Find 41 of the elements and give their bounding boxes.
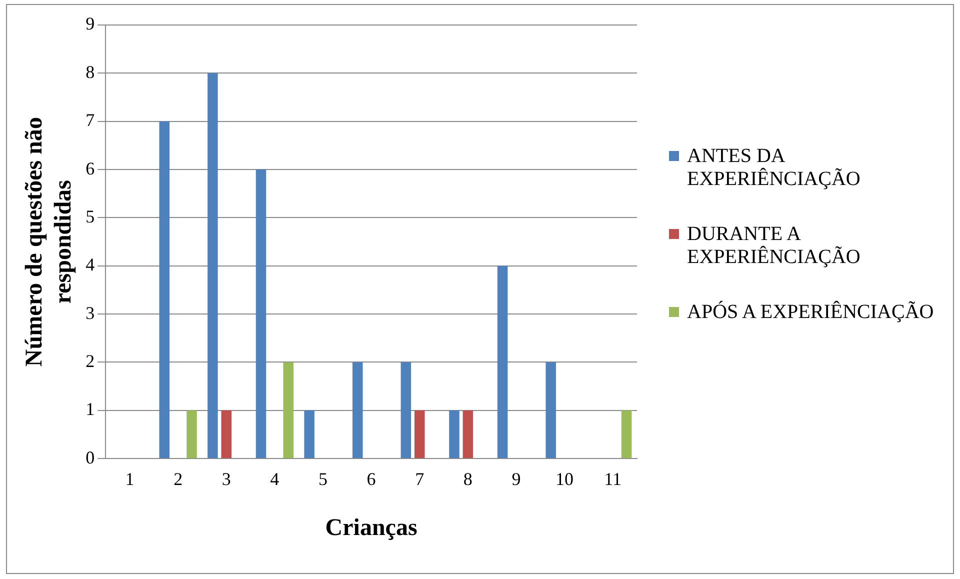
legend-label: ANTES DA EXPERIÊNCIAÇÃO [687,145,862,191]
bar [208,73,218,458]
y-tick-label: 1 [86,399,95,420]
y-tick-label: 0 [86,447,95,468]
bar [221,410,232,458]
bar [159,121,170,458]
y-tick-label: 7 [86,110,95,130]
y-tick-label: 3 [86,302,95,323]
bar [400,362,412,458]
y-tick-label: 4 [86,254,95,275]
x-tick-label: 11 [604,469,622,490]
y-tick-label: 8 [86,62,95,82]
bar [283,362,294,458]
x-tick-label: 2 [174,469,183,490]
y-tick-label: 6 [86,158,95,178]
bar [256,170,266,458]
bar [621,410,632,458]
bar [304,410,314,458]
bar [462,410,474,458]
bar [449,410,460,458]
bar [497,266,508,458]
x-tick-label: 3 [222,469,231,490]
bar [186,410,197,458]
y-tick-label: 5 [86,206,95,226]
legend-label: DURANTE A EXPERIÊNCIAÇÃO [687,223,862,269]
x-tick-label: 9 [512,469,521,490]
x-tick-label: 8 [463,469,472,490]
y-axis-title: Número de questões não respondidas [22,117,76,367]
bar [546,362,556,458]
x-tick-label: 4 [270,469,280,490]
y-tick-label: 9 [86,14,95,34]
x-tick-label: 1 [125,469,134,490]
legend-label: APÓS A EXPERIÊNCIAÇÃO [687,301,934,324]
x-tick-label: 7 [415,469,424,490]
y-tick-label: 2 [86,350,95,371]
bar [414,410,425,458]
x-tick-label: 5 [318,469,328,490]
x-axis-title: Crianças [325,514,418,541]
x-tick-label: 6 [366,469,376,490]
x-tick-label: 10 [556,469,574,490]
bar [352,362,363,458]
